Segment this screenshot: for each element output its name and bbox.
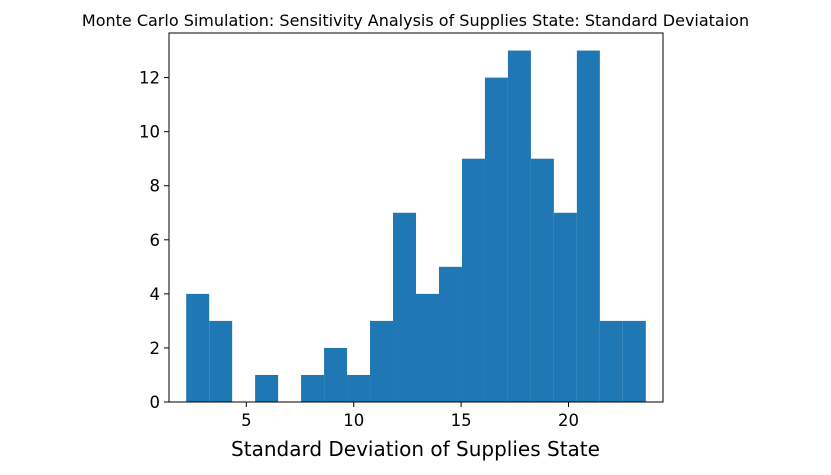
histogram-bar (301, 374, 325, 402)
histogram-bar (484, 77, 508, 402)
histogram-bar (393, 212, 416, 402)
histogram-bar (622, 320, 646, 402)
y-tick-label: 4 (150, 285, 161, 304)
histogram-bar (576, 50, 600, 402)
y-tick-label: 12 (139, 69, 160, 88)
bars-group (186, 50, 646, 402)
histogram-bar (186, 293, 210, 402)
histogram-bar (599, 320, 623, 402)
y-tick-label: 2 (150, 339, 161, 358)
histogram-bar (370, 320, 394, 402)
histogram-bar (438, 266, 462, 402)
histogram-bar (416, 293, 439, 402)
histogram-bar (324, 347, 348, 402)
x-tick-label: 5 (241, 411, 252, 430)
y-tick-label: 10 (139, 123, 160, 142)
x-tick-label: 20 (558, 411, 579, 430)
histogram-bar (347, 374, 371, 402)
histogram-bar (507, 50, 531, 402)
x-axis-ticks: 5 10 15 20 (241, 402, 579, 430)
histogram-bar (530, 158, 554, 402)
x-tick-label: 10 (343, 411, 364, 430)
y-tick-label: 8 (150, 177, 161, 196)
y-tick-label: 0 (150, 393, 161, 412)
x-tick-label: 15 (451, 411, 472, 430)
histogram-bar (461, 158, 485, 402)
histogram-bar (255, 374, 279, 402)
y-axis-ticks: 0 2 4 6 8 10 12 (139, 69, 169, 412)
axes-frame (168, 32, 664, 403)
histogram-bar (553, 212, 577, 402)
x-axis-label: Standard Deviation of Supplies State (231, 437, 600, 461)
chart-title: Monte Carlo Simulation: Sensitivity Anal… (82, 11, 749, 30)
histogram-bar (209, 320, 233, 402)
y-tick-label: 6 (150, 231, 161, 250)
